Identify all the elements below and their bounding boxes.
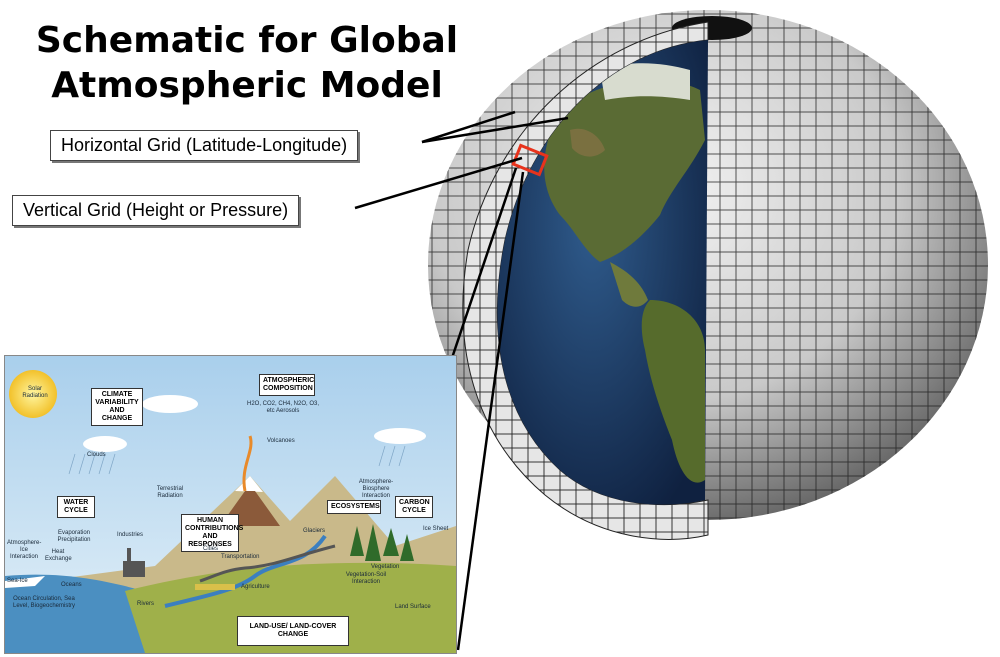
title-line-1: Schematic for Global bbox=[35, 20, 459, 61]
highlighted-grid-cell bbox=[511, 143, 549, 177]
forest bbox=[350, 524, 414, 561]
atmospheric-composition-box: ATMOSPHERIC COMPOSITION bbox=[259, 374, 315, 396]
atm-ice-label: Atmosphere-Ice Interaction bbox=[7, 540, 42, 560]
glaciers-label: Glaciers bbox=[303, 528, 326, 534]
water-cycle-box: WATER CYCLE bbox=[57, 496, 95, 518]
agriculture-label: Agriculture bbox=[241, 584, 270, 590]
oceans-label: Oceans bbox=[61, 582, 82, 588]
cloud-icon bbox=[83, 395, 426, 452]
ocean bbox=[5, 574, 155, 653]
rivers-label: Rivers bbox=[137, 601, 155, 607]
clouds-label: Clouds bbox=[87, 452, 106, 458]
transportation-label: Transportation bbox=[221, 554, 260, 560]
cities-label: Cities bbox=[203, 546, 219, 552]
human-contributions-box: HUMAN CONTRIBUTIONS AND RESPONSES bbox=[181, 514, 243, 552]
title-line-2: Atmospheric Model bbox=[51, 65, 443, 106]
horizontal-grid-label: Horizontal Grid (Latitude-Longitude) bbox=[50, 130, 359, 161]
sea-ice-label: Sea-Ice bbox=[7, 578, 28, 584]
land-use-box: LAND-USE/ LAND-COVER CHANGE bbox=[237, 616, 349, 646]
evaporation-label: Evaporation Precipitation bbox=[57, 530, 91, 543]
arrow-vertical bbox=[354, 156, 523, 210]
heat-exchange-label: Heat Exchange bbox=[45, 549, 72, 562]
continents bbox=[544, 63, 705, 483]
arrow-to-inset-2 bbox=[456, 171, 525, 651]
arrow-horizontal-1 bbox=[421, 110, 516, 144]
factory-icon bbox=[123, 561, 145, 577]
atm-biosphere-label: Atmosphere-Biosphere Interaction bbox=[358, 479, 394, 499]
vegetation-soil-label: Vegetation-Soil Interaction bbox=[345, 572, 387, 585]
solar-radiation-label: Solar Radiation bbox=[22, 386, 48, 399]
land-surface-label: Land Surface bbox=[395, 604, 431, 610]
terrestrial-radiation-label: Terrestrial Radiation bbox=[156, 486, 184, 499]
climate-variability-box: CLIMATE VARIABILITY AND CHANGE bbox=[91, 388, 143, 426]
page-title: Schematic for Global Atmospheric Model bbox=[12, 18, 482, 108]
vegetation-label: Vegetation bbox=[371, 564, 400, 570]
carbon-cycle-box: CARBON CYCLE bbox=[395, 496, 433, 518]
ice-sheet-label: Ice Sheet bbox=[423, 526, 449, 532]
volcanoes-label: Volcanoes bbox=[267, 438, 295, 444]
agriculture-field bbox=[195, 584, 235, 590]
vertical-grid-label: Vertical Grid (Height or Pressure) bbox=[12, 195, 300, 226]
rain-icon bbox=[68, 445, 406, 475]
industries-label: Industries bbox=[117, 532, 144, 538]
ecosystems-box: ECOSYSTEMS bbox=[327, 500, 381, 514]
cutaway-shell-grid bbox=[462, 22, 708, 540]
sun-icon bbox=[9, 370, 57, 418]
ocean-circulation-label: Ocean Circulation, Sea Level, Biogeochem… bbox=[12, 596, 76, 609]
arrow-horizontal-2 bbox=[421, 116, 569, 144]
atm-species-label: H2O, CO2, CH4, N2O, O3, etc Aerosols bbox=[246, 401, 320, 414]
climate-system-inset: Solar Radiation CLIMATE VARIABILITY AND … bbox=[4, 355, 457, 654]
arrow-to-inset-1 bbox=[450, 167, 518, 359]
